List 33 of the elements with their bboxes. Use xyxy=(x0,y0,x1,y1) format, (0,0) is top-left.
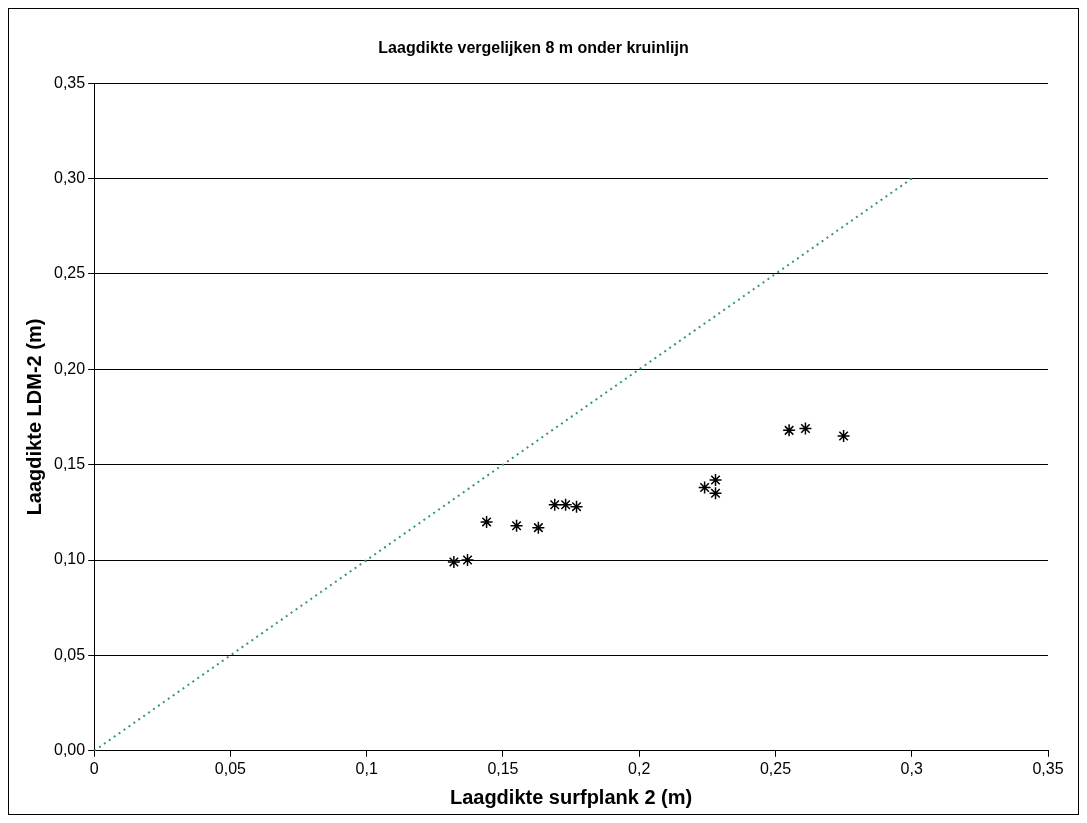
point xyxy=(798,421,813,436)
point xyxy=(697,480,712,495)
point xyxy=(509,518,524,533)
point xyxy=(708,486,723,501)
y-tick-label: 0,00 xyxy=(54,741,86,759)
x-tick-label: 0,3 xyxy=(900,759,923,777)
chart-title: Laagdikte vergelijken 8 m onder kruinlijn xyxy=(378,39,689,57)
point xyxy=(708,473,723,487)
y-tick-label: 0,25 xyxy=(54,264,86,282)
x-tick-label: 0,15 xyxy=(487,759,519,777)
point xyxy=(479,515,494,529)
point xyxy=(782,423,796,438)
x-tick-label: 0,25 xyxy=(759,759,792,777)
y-axis-title: Laagdikte LDM-2 (m) xyxy=(22,318,45,516)
point xyxy=(569,499,584,514)
y-tick-label: 0,05 xyxy=(54,645,86,663)
x-tick-label: 0,1 xyxy=(355,759,378,777)
y-tick-label: 0,30 xyxy=(54,168,86,186)
x-tick-label: 0,35 xyxy=(1032,759,1064,777)
x-tick-label: 0,05 xyxy=(214,759,247,777)
x-tick-label: 0 xyxy=(89,759,99,777)
y-tick-label: 0,35 xyxy=(54,73,86,91)
x-axis-title: Laagdikte surfplank 2 (m) xyxy=(449,785,693,808)
point xyxy=(460,553,475,567)
point xyxy=(531,520,546,535)
x-tick-label: 0,2 xyxy=(628,759,651,777)
y-tick-label: 0,15 xyxy=(54,455,86,473)
point xyxy=(547,497,562,512)
y-tick-label: 0,20 xyxy=(54,359,86,377)
point xyxy=(558,497,573,512)
point xyxy=(836,429,851,443)
point xyxy=(447,555,461,569)
y-tick-label: 0,10 xyxy=(54,550,86,568)
